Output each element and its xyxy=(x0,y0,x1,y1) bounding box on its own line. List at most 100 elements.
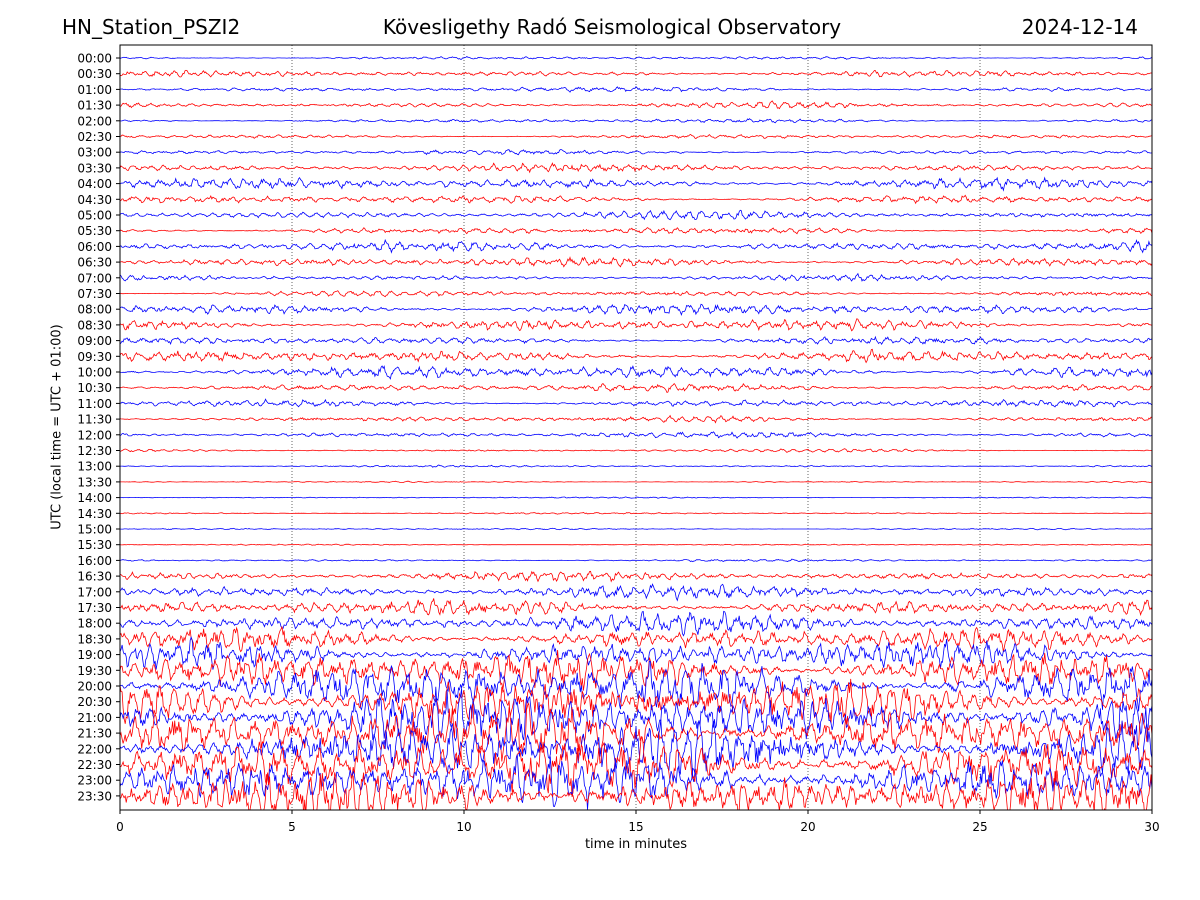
x-tick-label: 20 xyxy=(800,820,815,834)
x-tick-label: 10 xyxy=(456,820,471,834)
y-tick-label: 07:00 xyxy=(77,271,112,285)
trace-1800 xyxy=(120,610,1152,637)
y-tick-label: 02:30 xyxy=(77,130,112,144)
y-tick-label: 01:30 xyxy=(77,99,112,113)
y-tick-label: 22:30 xyxy=(77,758,112,772)
x-tick-label: 5 xyxy=(288,820,296,834)
y-tick-label: 04:30 xyxy=(77,193,112,207)
trace-2130 xyxy=(120,702,1152,762)
y-tick-label: 18:30 xyxy=(77,632,112,646)
y-tick-label: 19:30 xyxy=(77,664,112,678)
y-tick-label: 11:00 xyxy=(77,397,112,411)
x-tick-label: 15 xyxy=(628,820,643,834)
chart-title: Kövesligethy Radó Seismological Observat… xyxy=(382,15,842,39)
x-axis-label: time in minutes xyxy=(584,837,688,852)
y-tick-label: 18:00 xyxy=(77,617,112,631)
trace-1130 xyxy=(120,414,1152,424)
y-tick-label: 06:00 xyxy=(77,240,112,254)
y-tick-label: 11:30 xyxy=(77,413,112,427)
trace-1500 xyxy=(120,527,1152,531)
trace-1600 xyxy=(120,558,1152,563)
trace-0400 xyxy=(120,176,1152,192)
y-tick-label: 07:30 xyxy=(77,287,112,301)
y-tick-label: 17:30 xyxy=(77,601,112,615)
y-tick-label: 20:30 xyxy=(77,695,112,709)
trace-1100 xyxy=(120,398,1152,408)
trace-0200 xyxy=(120,118,1152,124)
trace-0730 xyxy=(120,290,1152,298)
y-tick-label: 12:30 xyxy=(77,444,112,458)
trace-2330 xyxy=(120,770,1152,810)
trace-0000 xyxy=(120,55,1152,60)
y-tick-label: 15:30 xyxy=(77,538,112,552)
trace-0330 xyxy=(120,162,1152,174)
y-tick-label: 14:30 xyxy=(77,507,112,521)
trace-1430 xyxy=(120,512,1152,515)
y-tick-label: 16:00 xyxy=(77,554,112,568)
y-tick-label: 03:30 xyxy=(77,161,112,175)
trace-2300 xyxy=(120,754,1152,810)
y-tick-label: 10:30 xyxy=(77,381,112,395)
y-tick-label: 02:00 xyxy=(77,114,112,128)
y-tick-label: 23:30 xyxy=(77,789,112,803)
trace-0100 xyxy=(120,85,1152,93)
trace-0830 xyxy=(120,318,1152,332)
y-tick-label: 08:00 xyxy=(77,303,112,317)
trace-1730 xyxy=(120,598,1152,617)
y-tick-label: 00:00 xyxy=(77,52,112,66)
trace-0500 xyxy=(120,209,1152,221)
trace-0900 xyxy=(120,335,1152,346)
trace-1000 xyxy=(120,365,1152,380)
trace-2100 xyxy=(120,686,1152,744)
y-tick-label: 20:00 xyxy=(77,680,112,694)
y-tick-label: 00:30 xyxy=(77,67,112,81)
y-tick-label: 21:30 xyxy=(77,727,112,741)
x-tick-label: 0 xyxy=(116,820,124,834)
trace-1330 xyxy=(120,480,1152,484)
trace-2230 xyxy=(120,736,1152,797)
trace-0530 xyxy=(120,227,1152,235)
y-tick-label: 01:00 xyxy=(77,83,112,97)
trace-0630 xyxy=(120,256,1152,268)
y-tick-label: 09:00 xyxy=(77,334,112,348)
trace-1930 xyxy=(120,649,1152,691)
y-tick-label: 13:00 xyxy=(77,460,112,474)
trace-group xyxy=(120,55,1152,810)
trace-0800 xyxy=(120,303,1152,317)
trace-0300 xyxy=(120,149,1152,156)
y-tick-label: 10:00 xyxy=(77,366,112,380)
y-tick-label: 13:30 xyxy=(77,475,112,489)
date-label: 2024-12-14 xyxy=(1021,15,1138,39)
trace-1400 xyxy=(120,496,1152,499)
x-tick-label: 25 xyxy=(972,820,987,834)
y-axis-label: UTC (local time = UTC + 01:00) xyxy=(49,324,65,530)
y-tick-label: 14:00 xyxy=(77,491,112,505)
trace-1300 xyxy=(120,464,1152,468)
y-tick-label: 17:00 xyxy=(77,585,112,599)
y-tick-label: 05:00 xyxy=(77,209,112,223)
y-tick-label: 08:30 xyxy=(77,318,112,332)
x-axis: 0 5 10 15 20 25 30 xyxy=(116,810,1160,834)
x-tick-label: 30 xyxy=(1144,820,1159,834)
station-name: HN_Station_PSZI2 xyxy=(62,15,241,39)
trace-0430 xyxy=(120,194,1152,205)
trace-2030 xyxy=(120,678,1152,725)
y-tick-label: 15:00 xyxy=(77,523,112,537)
trace-2000 xyxy=(120,660,1152,712)
y-tick-label: 19:00 xyxy=(77,648,112,662)
trace-2200 xyxy=(120,719,1152,782)
y-tick-label: 12:00 xyxy=(77,428,112,442)
trace-0600 xyxy=(120,238,1152,254)
trace-0700 xyxy=(120,272,1152,282)
y-tick-label: 09:30 xyxy=(77,350,112,364)
y-tick-label: 06:30 xyxy=(77,256,112,270)
trace-1030 xyxy=(120,382,1152,394)
y-tick-label: 23:00 xyxy=(77,774,112,788)
trace-1630 xyxy=(120,570,1152,583)
trace-1530 xyxy=(120,543,1152,546)
trace-0230 xyxy=(120,134,1152,140)
y-tick-label: 21:00 xyxy=(77,711,112,725)
trace-1230 xyxy=(120,448,1152,453)
y-tick-label: 04:00 xyxy=(77,177,112,191)
